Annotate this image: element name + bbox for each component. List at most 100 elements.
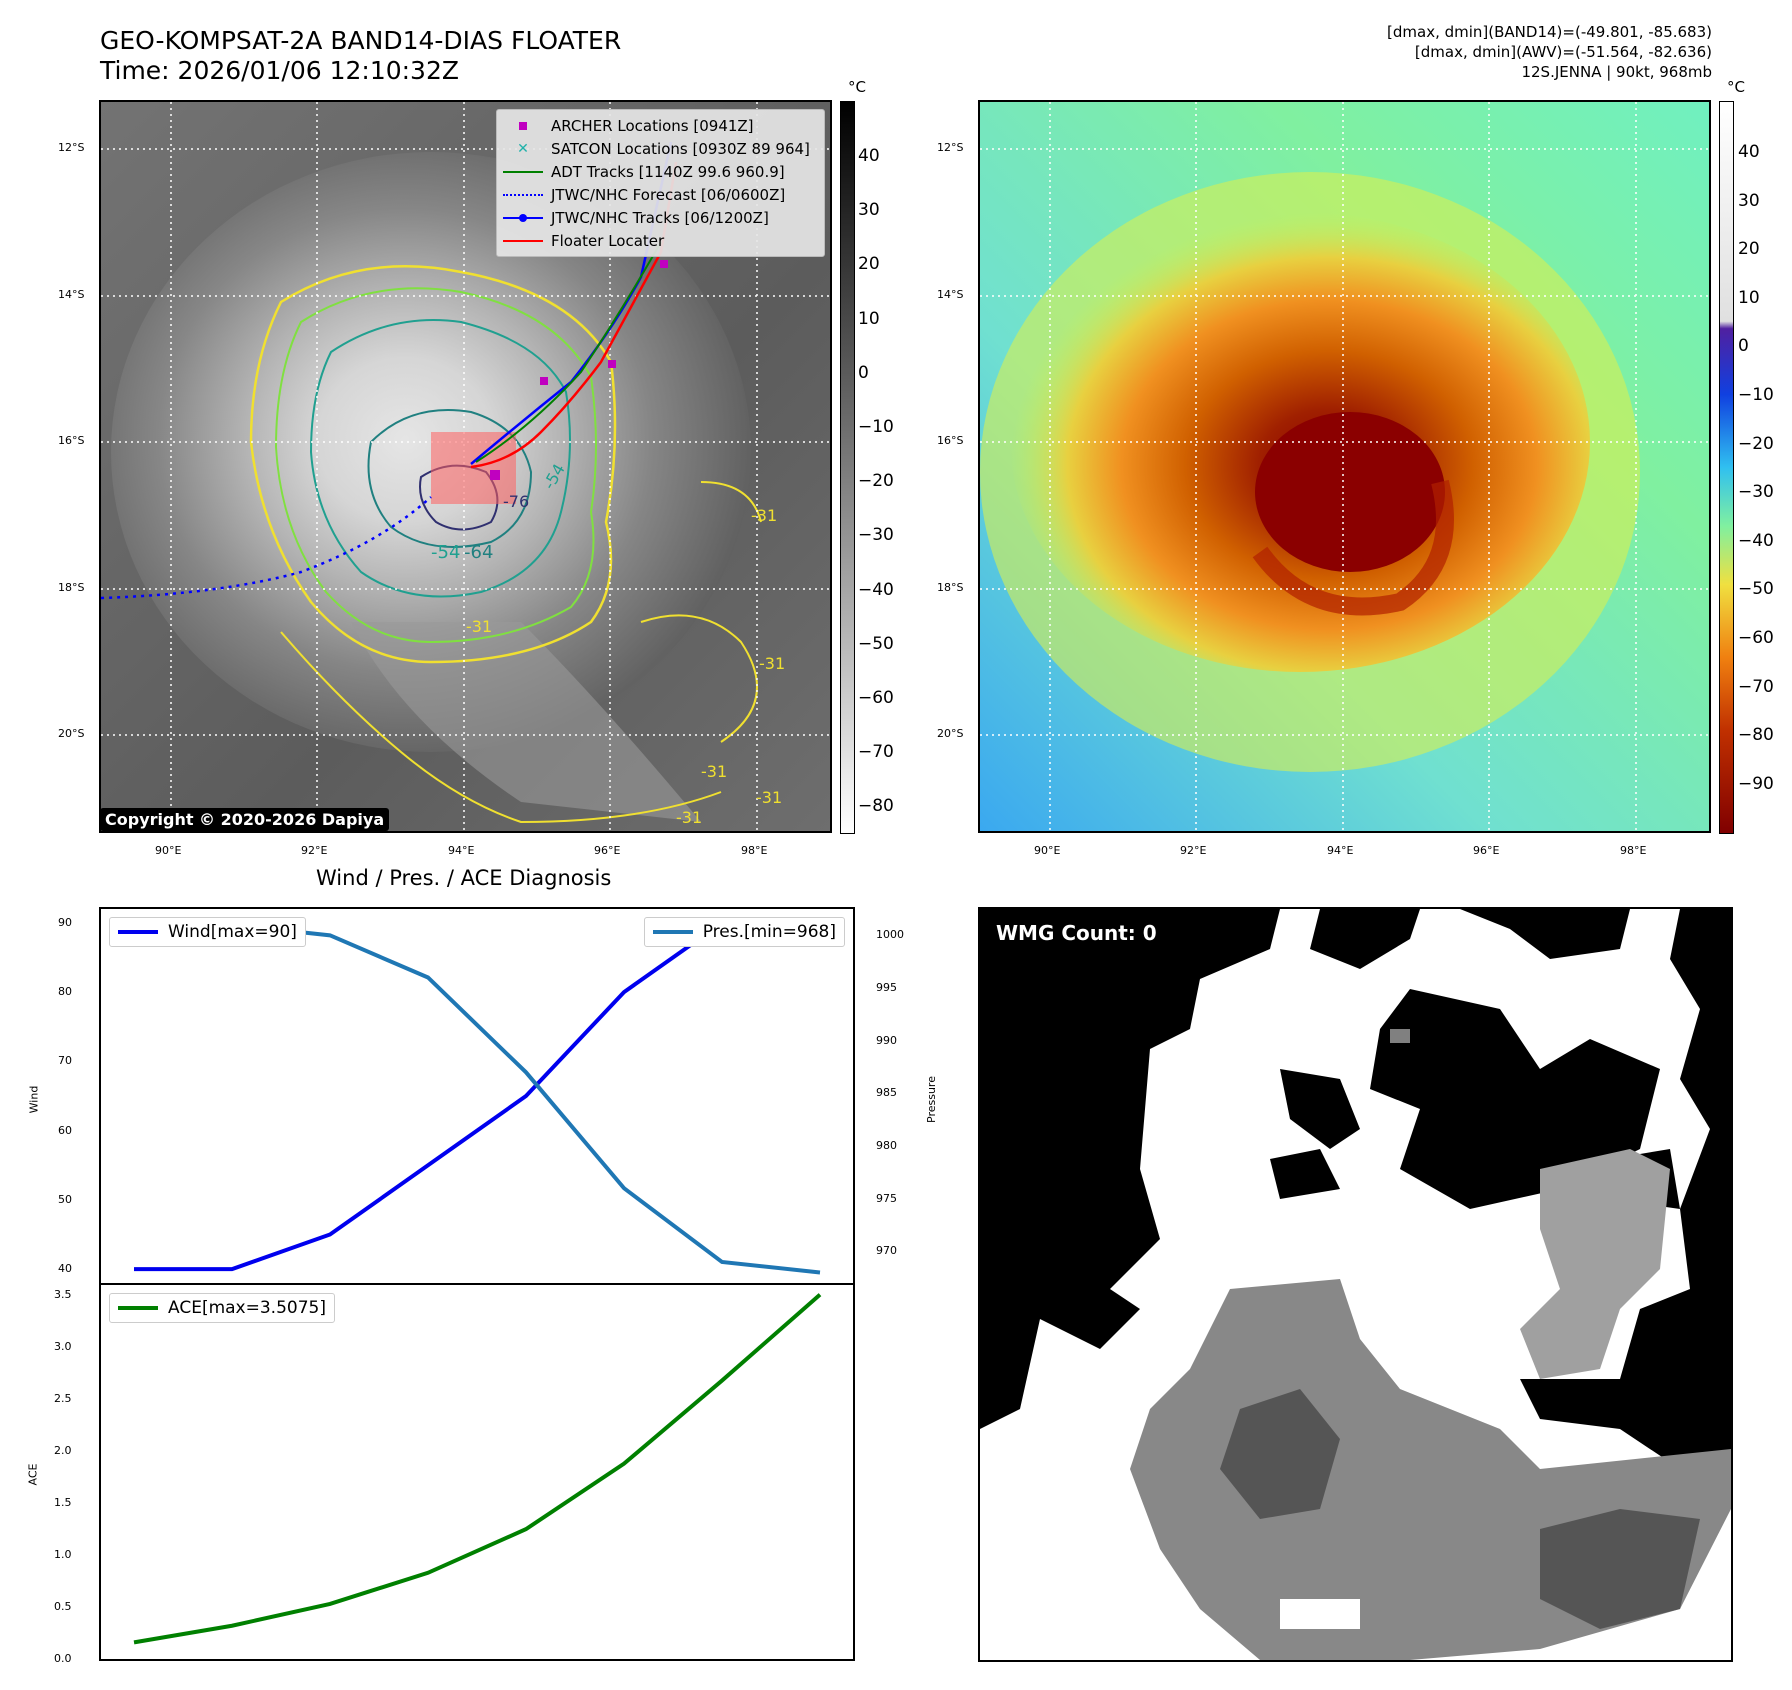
info-line-3: 12S.JENNA | 90kt, 968mb [1521,63,1712,81]
lat-label: 12°S [58,141,85,154]
wind-tick: 60 [58,1123,72,1137]
figure-title: GEO-KOMPSAT-2A BAND14-DIAS FLOATER Time:… [100,26,621,86]
wind-axis-label: Wind [27,1085,41,1114]
title-line-1: GEO-KOMPSAT-2A BAND14-DIAS FLOATER [100,26,622,55]
legend-label: ARCHER Locations [0941Z] [551,116,754,135]
ace-tick: 1.0 [54,1548,72,1562]
pressure-series-line [134,922,821,1275]
legend-item-satcon: ✕ SATCON Locations [0930Z 89 964] [503,137,818,160]
colorbar-tick: −10 [1738,385,1774,405]
wind-pres-chart: Wind[max=90] Pres.[min=968] [99,907,855,1285]
lat-label: 14°S [937,288,964,301]
info-line-1: [dmax, dmin](BAND14)=(-49.801, -85.683) [1387,23,1712,41]
floater-track [470,161,678,469]
wind-tick: 80 [58,985,72,999]
colorbar-tick: 0 [858,362,869,383]
ir-gray-map: -54 -64 -76 -54 -31 -31 -31 -31 -31 -31 … [99,100,832,833]
ace-tick: 0.0 [54,1652,72,1665]
pressure-tick: 1000 [876,928,904,942]
colorbar-tick: 20 [858,254,880,275]
pressure-axis-label: Pressure [924,1076,938,1123]
lon-label: 90°E [155,844,182,857]
ace-legend: ACE[max=3.5075] [109,1293,335,1323]
contour-label: -31 [676,808,703,827]
lon-label: 96°E [594,844,621,857]
ace-tick: 0.5 [54,1600,72,1614]
lat-label: 18°S [58,581,85,594]
lat-label: 16°S [58,434,85,447]
legend-label: SATCON Locations [0930Z 89 964] [551,139,810,158]
info-line-2: [dmax, dmin](AWV)=(-51.564, -82.636) [1414,43,1712,61]
ace-axis-label: ACE [26,1463,40,1486]
colorbar-gray-unit: °C [848,78,866,96]
legend-item-adt: ADT Tracks [1140Z 99.6 960.9] [503,160,818,183]
lon-label: 98°E [741,844,768,857]
pressure-tick: 985 [876,1086,897,1100]
colorbar-tick: −60 [1738,628,1774,648]
wmg-count-badge: WMG Count: 0 [988,918,1165,948]
legend-item-floater: Floater Locater [503,229,818,252]
wind-tick: 40 [58,1262,72,1276]
colorbar-tick: −20 [1738,433,1774,454]
colorbar-tick: −60 [858,688,894,708]
colorbar-tick: 30 [858,200,880,221]
ace-tick: 3.0 [54,1340,72,1354]
colorbar-tick: 20 [1738,239,1760,260]
legend-label: Pres.[min=968] [702,922,836,942]
colorbar-color-unit: °C [1727,78,1745,96]
lon-label: 98°E [1620,844,1647,857]
colorbar-tick: −20 [858,471,894,492]
diagnosis-title: Wind / Pres. / ACE Diagnosis [316,866,612,890]
colorbar-tick: −50 [1738,579,1774,600]
colorbar-tick: −50 [858,633,894,654]
colorbar-gray [840,101,855,834]
pressure-tick: 990 [876,1033,897,1047]
contour-label: -76 [503,492,530,511]
wind-tick: 90 [58,915,72,929]
wmg-mask [980,909,1731,1660]
legend-label: JTWC/NHC Tracks [06/1200Z] [551,208,769,227]
lon-label: 92°E [301,844,328,857]
contour-minus54 [309,319,571,598]
colorbar-tick: 30 [1738,190,1760,211]
wind-pres-plot [134,920,821,1275]
title-line-2: Time: 2026/01/06 12:10:32Z [100,56,459,85]
pressure-tick: 980 [876,1139,897,1153]
pressure-tick: 970 [876,1244,897,1258]
colorbar-tick: −10 [858,417,894,437]
contour-minus31 [249,265,617,664]
colorbar-tick: 10 [1738,287,1760,308]
lon-label: 94°E [1327,844,1354,857]
ace-tick: 3.5 [54,1288,72,1302]
colorbar-tick: −70 [1738,676,1774,697]
lat-label: 12°S [937,141,964,154]
ir-color-map [978,100,1711,833]
lat-label: 16°S [937,434,964,447]
info-block: [dmax, dmin](BAND14)=(-49.801, -85.683) … [1387,22,1712,82]
map-legend: ARCHER Locations [0941Z] ✕ SATCON Locati… [496,109,825,257]
lon-label: 94°E [448,844,475,857]
legend-label: Wind[max=90] [168,922,297,942]
legend-label: ADT Tracks [1140Z 99.6 960.9] [551,162,785,181]
lon-label: 96°E [1473,844,1500,857]
contour-label: -31 [701,762,728,781]
colorbar-color [1719,101,1734,834]
ir-color-map-svg [980,102,1709,831]
lat-label: 20°S [937,727,964,740]
colorbar-tick: −40 [1738,530,1774,551]
lat-label: 18°S [937,581,964,594]
legend-item-jtwc: JTWC/NHC Tracks [06/1200Z] [503,206,818,229]
legend-item-archer: ARCHER Locations [0941Z] [503,114,818,137]
contour-label: -31 [466,617,493,636]
ace-tick: 1.5 [54,1496,72,1510]
legend-label: JTWC/NHC Forecast [06/0600Z] [551,185,786,204]
ace-series-line [133,1293,822,1645]
pressure-tick: 975 [876,1191,897,1205]
lon-label: 92°E [1180,844,1207,857]
colorbar-tick: 40 [858,146,880,166]
contour-label: -64 [464,542,494,563]
colorbar-tick: 40 [1738,142,1760,162]
contour-label: -54 [431,542,461,563]
ace-tick: 2.0 [54,1444,72,1458]
colorbar-tick: −30 [1738,482,1774,503]
